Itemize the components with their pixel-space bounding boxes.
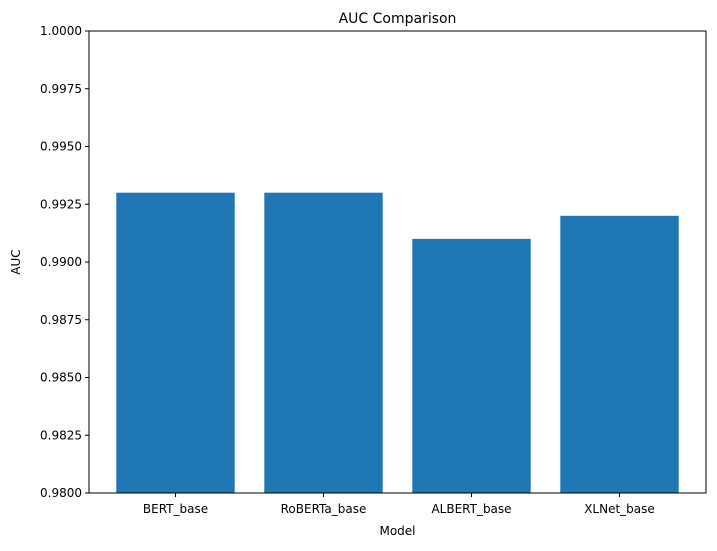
- bar-series: [116, 192, 679, 494]
- chart-title: AUC Comparison: [339, 11, 457, 27]
- x-tick-label: ALBERT_base: [431, 502, 511, 516]
- bar-albert-base: [412, 238, 531, 493]
- y-axis-label: AUC: [9, 249, 23, 274]
- bar-xlnet-base: [560, 215, 679, 494]
- x-tick-label: RoBERTa_base: [281, 502, 367, 516]
- y-tick-label: 0.9975: [40, 82, 82, 96]
- x-axis-ticks: BERT_base RoBERTa_base ALBERT_base XLNet_ba…: [143, 493, 655, 516]
- y-tick-label: 0.9925: [40, 197, 82, 211]
- y-tick-label: 0.9800: [40, 486, 82, 500]
- y-tick-label: 0.9950: [40, 140, 82, 154]
- plot-frame: [88, 30, 707, 494]
- x-tick-label: XLNet_base: [584, 502, 655, 516]
- bar-roberta-base: [264, 192, 383, 493]
- bar-bert-base: [116, 192, 235, 493]
- y-tick-label: 0.9825: [40, 428, 82, 442]
- x-tick-label: BERT_base: [143, 502, 208, 516]
- y-tick-label: 0.9850: [40, 371, 82, 385]
- y-tick-label: 0.9875: [40, 313, 82, 327]
- y-axis-ticks: 0.9800 0.9825 0.9850 0.9875 0.9900 0.9925 0.99…: [40, 24, 89, 500]
- y-tick-label: 1.0000: [40, 24, 82, 38]
- x-axis-label: Model: [379, 524, 415, 538]
- y-tick-label: 0.9900: [40, 255, 82, 269]
